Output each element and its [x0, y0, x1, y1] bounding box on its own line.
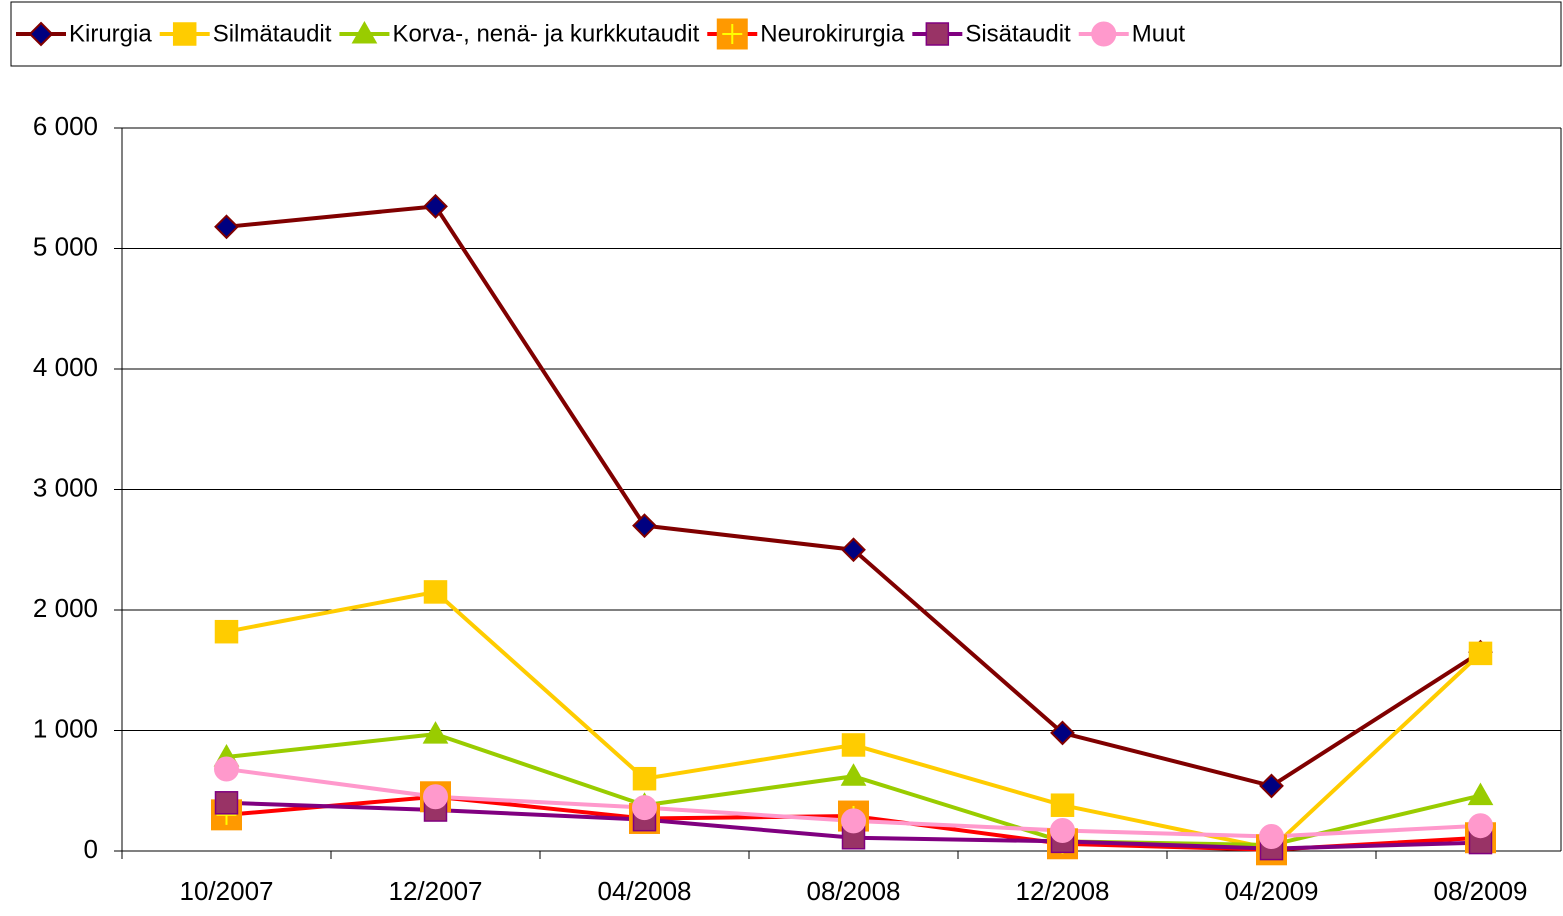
marker: [1468, 813, 1493, 839]
y-tick-label: 2 000: [33, 593, 98, 623]
marker: [632, 513, 657, 539]
marker: [1259, 773, 1284, 799]
marker: [1050, 720, 1075, 746]
x-tick-label: 08/2009: [1434, 876, 1528, 906]
marker: [214, 214, 239, 240]
y-tick-label: 0: [84, 834, 98, 864]
legend-marker: [172, 22, 197, 46]
marker: [1050, 818, 1075, 844]
marker: [1467, 782, 1494, 806]
legend-label: Sisätaudit: [965, 20, 1071, 47]
marker: [632, 766, 657, 791]
legend-marker: [1091, 21, 1117, 47]
marker: [841, 808, 866, 834]
legend-label: Neurokirurgia: [760, 20, 905, 47]
marker: [422, 721, 449, 744]
y-tick-label: 6 000: [33, 111, 98, 141]
marker: [1468, 641, 1493, 666]
legend-label: Silmätaudit: [213, 20, 332, 47]
legend-marker: [716, 18, 748, 50]
marker: [841, 537, 866, 563]
x-tick-label: 04/2008: [598, 876, 692, 906]
x-tick-label: 04/2009: [1225, 876, 1319, 906]
x-tick-label: 08/2008: [807, 876, 901, 906]
marker: [841, 733, 866, 757]
marker: [423, 580, 448, 604]
marker: [423, 784, 448, 810]
x-tick-label: 12/2007: [389, 876, 483, 906]
marker-plus: [722, 24, 743, 44]
y-tick-label: 5 000: [33, 231, 98, 261]
legend-label: Kirurgia: [69, 20, 152, 47]
marker: [423, 193, 448, 219]
x-tick-label: 12/2008: [1016, 876, 1110, 906]
legend-label: Korva-, nenä- ja kurkkutaudit: [392, 20, 699, 47]
legend-marker: [925, 22, 950, 46]
marker: [840, 763, 867, 786]
y-tick-label: 3 000: [33, 472, 98, 502]
marker: [214, 619, 239, 644]
marker: [214, 791, 239, 815]
x-tick-label: 10/2007: [180, 876, 274, 906]
legend-box: [10, 1, 1562, 67]
y-tick-label: 1 000: [33, 713, 98, 743]
legend-marker: [351, 20, 378, 44]
legend-marker: [28, 21, 54, 47]
marker: [214, 756, 239, 782]
series-line: [226, 204, 1482, 788]
legend-label: Muut: [1132, 20, 1186, 47]
marker: [1259, 824, 1284, 850]
y-tick-label: 4 000: [33, 352, 98, 382]
marker: [632, 795, 657, 821]
marker: [1050, 793, 1075, 817]
